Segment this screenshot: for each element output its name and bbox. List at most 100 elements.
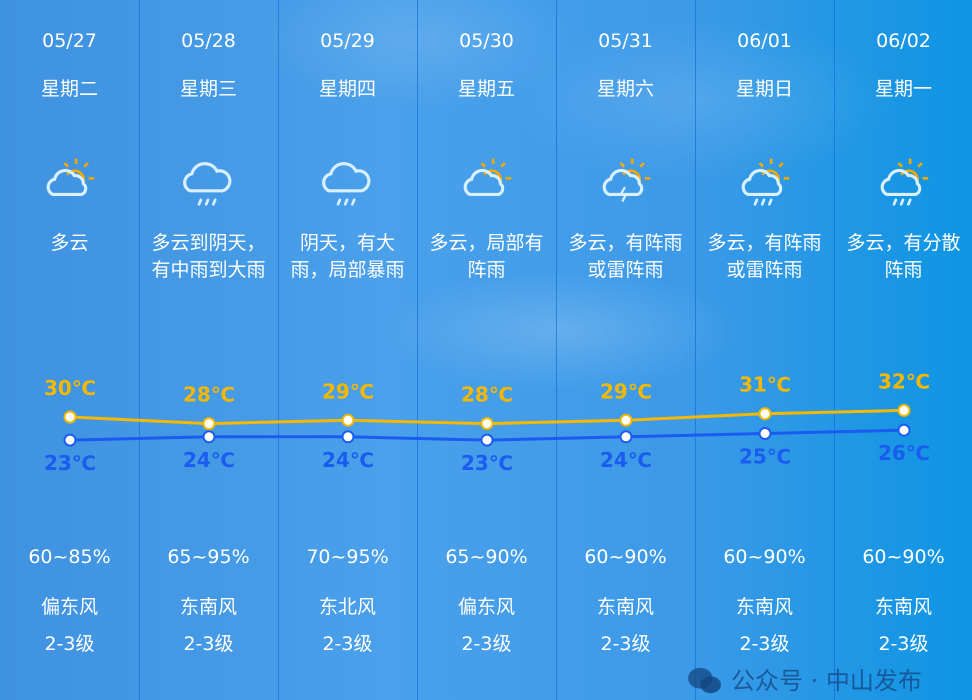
low-temp-point — [619, 430, 633, 444]
date: 06/02 — [876, 30, 931, 52]
description-line: 多云到阴天， — [151, 232, 266, 254]
watermark: 公众号 · 中山发布 — [685, 666, 922, 696]
high-temp-point — [758, 407, 772, 421]
wind-direction: 东南风 — [735, 596, 793, 618]
weather-description: 多云，有阵雨 或雷阵雨 — [556, 230, 695, 284]
humidity: 70~95% — [306, 546, 389, 568]
low-temp-label: 24℃ — [600, 448, 652, 472]
weather-description: 阴天，有大雨，局部暴雨 — [278, 230, 417, 284]
date: 05/29 — [320, 30, 375, 52]
low-temp-label: 23℃ — [461, 451, 513, 475]
wind-direction: 偏东风 — [457, 596, 515, 618]
description-line: 或雷阵雨 — [587, 259, 664, 281]
partly-cloudy-icon — [46, 158, 95, 197]
high-temp-point — [63, 410, 77, 424]
high-temp-point — [619, 413, 633, 427]
day-column: 05/31 星期六 多云，有阵雨 或雷阵雨 60~90% 东南风 2-3级 — [556, 0, 696, 700]
weather-description: 多云，有阵雨 或雷阵雨 — [695, 230, 834, 284]
description-line: 多云，局部有 — [429, 232, 544, 254]
date: 06/01 — [737, 30, 792, 52]
description-line: 或雷阵雨 — [726, 259, 803, 281]
low-temp-label: 25℃ — [739, 445, 791, 469]
high-temp-label: 31℃ — [739, 373, 791, 397]
weekday: 星期三 — [179, 78, 237, 100]
weather-description: 多云到阴天， 有中雨到大雨 — [139, 230, 278, 284]
date: 05/27 — [42, 30, 97, 52]
date: 05/28 — [181, 30, 236, 52]
low-temp-label: 26℃ — [878, 441, 930, 465]
wind-level: 2-3级 — [183, 633, 234, 655]
description-line: 阵雨 — [884, 259, 923, 281]
description-line: 有中雨到大雨 — [151, 259, 266, 281]
wind-level: 2-3级 — [878, 633, 929, 655]
date: 05/30 — [459, 30, 514, 52]
high-temp-label: 29℃ — [322, 379, 374, 403]
high-temp-label: 30℃ — [44, 376, 96, 400]
low-temp-label: 23℃ — [44, 451, 96, 475]
low-temp-label: 24℃ — [322, 448, 374, 472]
day-column: 06/02 星期一 多云，有分散 阵雨 60~90% 东南风 2-3级 — [834, 0, 972, 700]
high-temp-point — [897, 403, 911, 417]
low-temp-label: 24℃ — [183, 448, 235, 472]
humidity: 60~90% — [862, 546, 945, 568]
description-line: 多云，有阵雨 — [568, 232, 683, 254]
weekday: 星期日 — [735, 78, 793, 100]
sun-shower-icon — [880, 158, 929, 206]
day-column: 05/27 星期二 多云 60~85% 偏东风 2-3级 — [0, 0, 140, 700]
high-temp-point — [480, 417, 494, 431]
description-line: 阵雨 — [467, 259, 506, 281]
description-line: 多云 — [50, 232, 89, 254]
day-column: 05/28 星期三 多云到阴天， 有中雨到大雨 65~95% 东南风 2-3级 — [139, 0, 279, 700]
watermark-text: 公众号 · 中山发布 — [731, 667, 922, 695]
weekday: 星期四 — [318, 78, 376, 100]
wind-level: 2-3级 — [739, 633, 790, 655]
humidity: 65~90% — [445, 546, 528, 568]
wind-direction: 东南风 — [179, 596, 237, 618]
low-temp-point — [63, 433, 77, 447]
low-temp-point — [758, 427, 772, 440]
partly-cloudy-icon — [463, 158, 512, 197]
day-column: 05/29 星期四 阴天，有大雨，局部暴雨 70~95% 东北风 2-3级 — [278, 0, 418, 700]
humidity: 65~95% — [167, 546, 250, 568]
wind-level: 2-3级 — [461, 633, 512, 655]
low-temp-point — [202, 430, 216, 444]
wechat-icon — [688, 667, 721, 694]
weekday: 星期一 — [874, 78, 932, 100]
thunder-shower-icon — [602, 158, 651, 203]
description-line: 雨，局部暴雨 — [290, 259, 405, 281]
sun-shower-icon — [741, 158, 790, 206]
high-temp-label: 28℃ — [461, 383, 513, 407]
wind-level: 2-3级 — [44, 633, 95, 655]
date: 05/31 — [598, 30, 653, 52]
wind-direction: 东南风 — [596, 596, 654, 618]
weekday: 星期二 — [40, 78, 98, 100]
weather-description: 多云，有分散 阵雨 — [834, 230, 972, 284]
high-temp-label: 29℃ — [600, 379, 652, 403]
rain-icon — [322, 162, 371, 206]
description-line: 多云，有阵雨 — [707, 232, 822, 254]
low-temp-point — [480, 433, 494, 447]
wind-level: 2-3级 — [322, 633, 373, 655]
wind-direction: 东南风 — [874, 596, 932, 618]
high-temp-label: 32℃ — [878, 369, 930, 393]
weather-description: 多云，局部有 阵雨 — [417, 230, 556, 284]
weekday: 星期五 — [457, 78, 515, 100]
low-temp-point — [897, 423, 911, 437]
weather-description: 多云 — [0, 230, 139, 257]
high-temp-point — [341, 413, 355, 427]
description-line: 多云，有分散 — [846, 232, 961, 254]
wind-direction: 东北风 — [318, 596, 376, 618]
day-column: 06/01 星期日 多云，有阵雨 或雷阵雨 60~90% 东南风 2-3级 — [695, 0, 835, 700]
day-column: 05/30 星期五 多云，局部有 阵雨 65~90% 偏东风 2-3级 — [417, 0, 557, 700]
description-line: 阴天，有大 — [299, 232, 395, 254]
humidity: 60~90% — [723, 546, 806, 568]
wind-direction: 偏东风 — [40, 596, 98, 618]
low-temp-point — [341, 430, 355, 444]
high-temp-point — [202, 417, 216, 431]
wind-level: 2-3级 — [600, 633, 651, 655]
humidity: 60~90% — [584, 546, 667, 568]
weekday: 星期六 — [596, 78, 654, 100]
rain-icon — [183, 162, 232, 206]
